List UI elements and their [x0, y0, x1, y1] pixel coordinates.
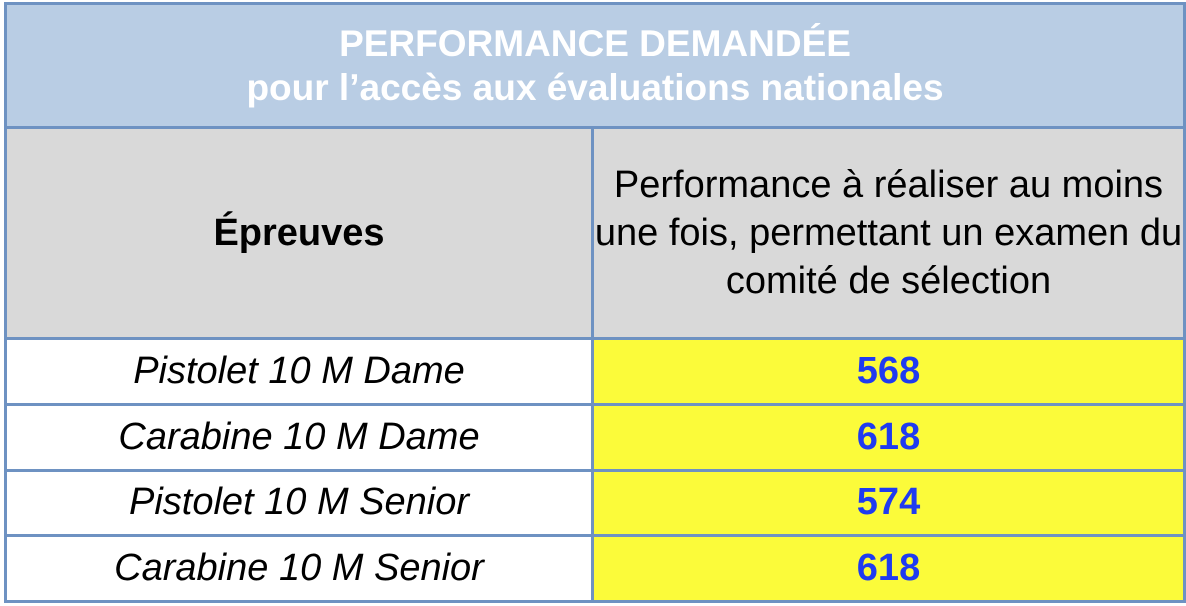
performance-cell: 568: [591, 337, 1186, 406]
table-row: Pistolet 10 M Dame 568: [4, 337, 1186, 406]
table-row: Carabine 10 M Senior 618: [4, 534, 1186, 603]
performance-table: PERFORMANCE DEMANDÉE pour l’accès aux év…: [4, 1, 1186, 603]
epreuve-cell: Carabine 10 M Senior: [4, 534, 594, 603]
title-line-2: pour l’accès aux évaluations nationales: [246, 66, 944, 108]
epreuve-cell: Carabine 10 M Dame: [4, 403, 594, 472]
table-title: PERFORMANCE DEMANDÉE pour l’accès aux év…: [4, 1, 1186, 130]
table-row: Pistolet 10 M Senior 574: [4, 468, 1186, 538]
header-row: Épreuves Performance à réaliser au moins…: [4, 126, 1186, 341]
title-row: PERFORMANCE DEMANDÉE pour l’accès aux év…: [4, 1, 1186, 130]
performance-cell: 618: [591, 403, 1186, 472]
table-row: Carabine 10 M Dame 618: [4, 403, 1186, 472]
performance-cell: 618: [591, 534, 1186, 603]
epreuve-cell: Pistolet 10 M Dame: [4, 337, 594, 406]
header-epreuves: Épreuves: [4, 126, 594, 341]
title-line-1: PERFORMANCE DEMANDÉE: [339, 22, 851, 64]
performance-cell: 574: [591, 468, 1186, 538]
epreuve-cell: Pistolet 10 M Senior: [4, 468, 594, 538]
header-performance: Performance à réaliser au moins une fois…: [591, 126, 1186, 341]
